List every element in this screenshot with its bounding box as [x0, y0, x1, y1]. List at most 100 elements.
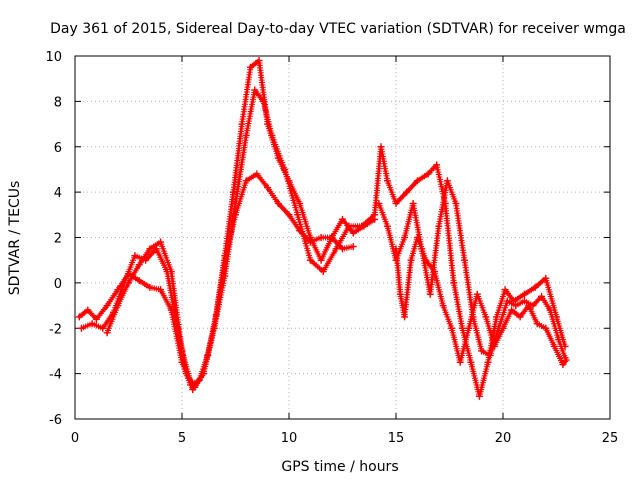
data-point: [199, 370, 207, 378]
y-tick-label: 10: [45, 50, 62, 65]
data-point: [375, 199, 383, 207]
data-point: [401, 234, 409, 241]
data-point: [465, 324, 473, 332]
data-point: [264, 184, 272, 192]
data-point: [332, 245, 340, 253]
data-point: [546, 306, 554, 314]
data-point: [103, 329, 111, 337]
x-tick-label: 15: [388, 431, 405, 446]
x-tick-label: 10: [281, 431, 298, 446]
data-point: [493, 313, 501, 321]
data-point: [503, 297, 511, 305]
data-point: [501, 286, 509, 294]
data-point: [319, 268, 327, 276]
series-line: [377, 179, 567, 359]
data-point: [443, 177, 451, 185]
data-point: [413, 177, 421, 185]
data-point: [456, 358, 464, 366]
data-point: [242, 131, 250, 139]
data-point: [409, 199, 417, 207]
y-tick-label: -6: [49, 413, 62, 428]
plot-frame: [74, 55, 611, 420]
data-point: [484, 358, 492, 366]
series-group: [75, 57, 570, 400]
series-trace-f: [392, 234, 570, 369]
data-point: [401, 313, 409, 321]
data-point: [448, 324, 456, 332]
series-plus-markers: [375, 177, 568, 359]
data-point: [383, 177, 391, 185]
data-point: [392, 199, 400, 207]
data-point: [473, 290, 481, 298]
grid: [75, 56, 610, 419]
data-point: [349, 243, 357, 251]
y-tick-label: 4: [54, 186, 62, 201]
y-tick-label: -4: [49, 368, 62, 383]
data-point: [407, 256, 415, 264]
data-point: [246, 63, 254, 71]
data-point: [229, 188, 237, 196]
data-point: [550, 342, 558, 350]
series-plus-markers: [76, 57, 376, 388]
data-point: [306, 238, 314, 246]
data-point: [285, 211, 293, 219]
data-point: [259, 97, 267, 105]
data-point: [516, 313, 524, 321]
data-point: [189, 386, 197, 394]
data-point: [531, 283, 539, 291]
x-tick-label: 5: [178, 431, 186, 446]
data-point: [77, 324, 85, 332]
data-point: [238, 120, 246, 128]
data-point: [349, 229, 357, 237]
data-point: [475, 392, 483, 400]
data-point: [274, 199, 282, 207]
data-point: [452, 199, 460, 207]
data-point: [99, 324, 107, 332]
data-point: [435, 222, 443, 230]
data-point: [210, 324, 218, 332]
data-point: [103, 302, 111, 310]
data-point: [486, 351, 494, 359]
data-point: [178, 347, 186, 355]
data-point: [242, 177, 250, 185]
data-point: [306, 256, 314, 264]
y-axis-title: SDTVAR / TECUs: [7, 181, 23, 296]
x-tick-label: 25: [602, 431, 619, 446]
data-point: [146, 245, 154, 253]
data-point: [157, 286, 165, 294]
data-point: [317, 256, 325, 264]
chart-title: Day 361 of 2015, Sidereal Day-to-day VTE…: [50, 21, 626, 37]
data-point: [88, 320, 96, 328]
data-point: [221, 256, 229, 264]
data-point: [75, 313, 83, 321]
x-tick-label: 20: [495, 431, 512, 446]
data-point: [458, 324, 466, 332]
series-trace-d: [371, 143, 569, 400]
axis-ticks: 0 5 10 15 20 25 -6 -4 -2 0 2 4 6 8 10: [45, 50, 618, 446]
data-point: [542, 324, 550, 332]
data-point: [478, 347, 486, 355]
data-point: [232, 211, 239, 219]
data-point: [339, 215, 346, 223]
data-point: [135, 277, 143, 285]
data-point: [157, 238, 165, 246]
y-tick-label: 8: [54, 95, 62, 110]
data-point: [131, 252, 139, 260]
data-point: [296, 227, 304, 235]
data-point: [339, 245, 346, 253]
data-point: [268, 131, 276, 139]
data-point: [251, 86, 259, 94]
data-point: [371, 211, 379, 219]
data-point: [520, 290, 528, 298]
data-point: [490, 342, 498, 350]
series-trace-a: [75, 57, 379, 389]
data-point: [383, 222, 391, 230]
data-point: [431, 268, 439, 276]
data-point: [562, 356, 570, 364]
data-point: [167, 268, 175, 276]
data-point: [345, 222, 353, 230]
data-point: [422, 256, 430, 264]
data-point: [377, 143, 385, 151]
data-point: [555, 336, 563, 344]
